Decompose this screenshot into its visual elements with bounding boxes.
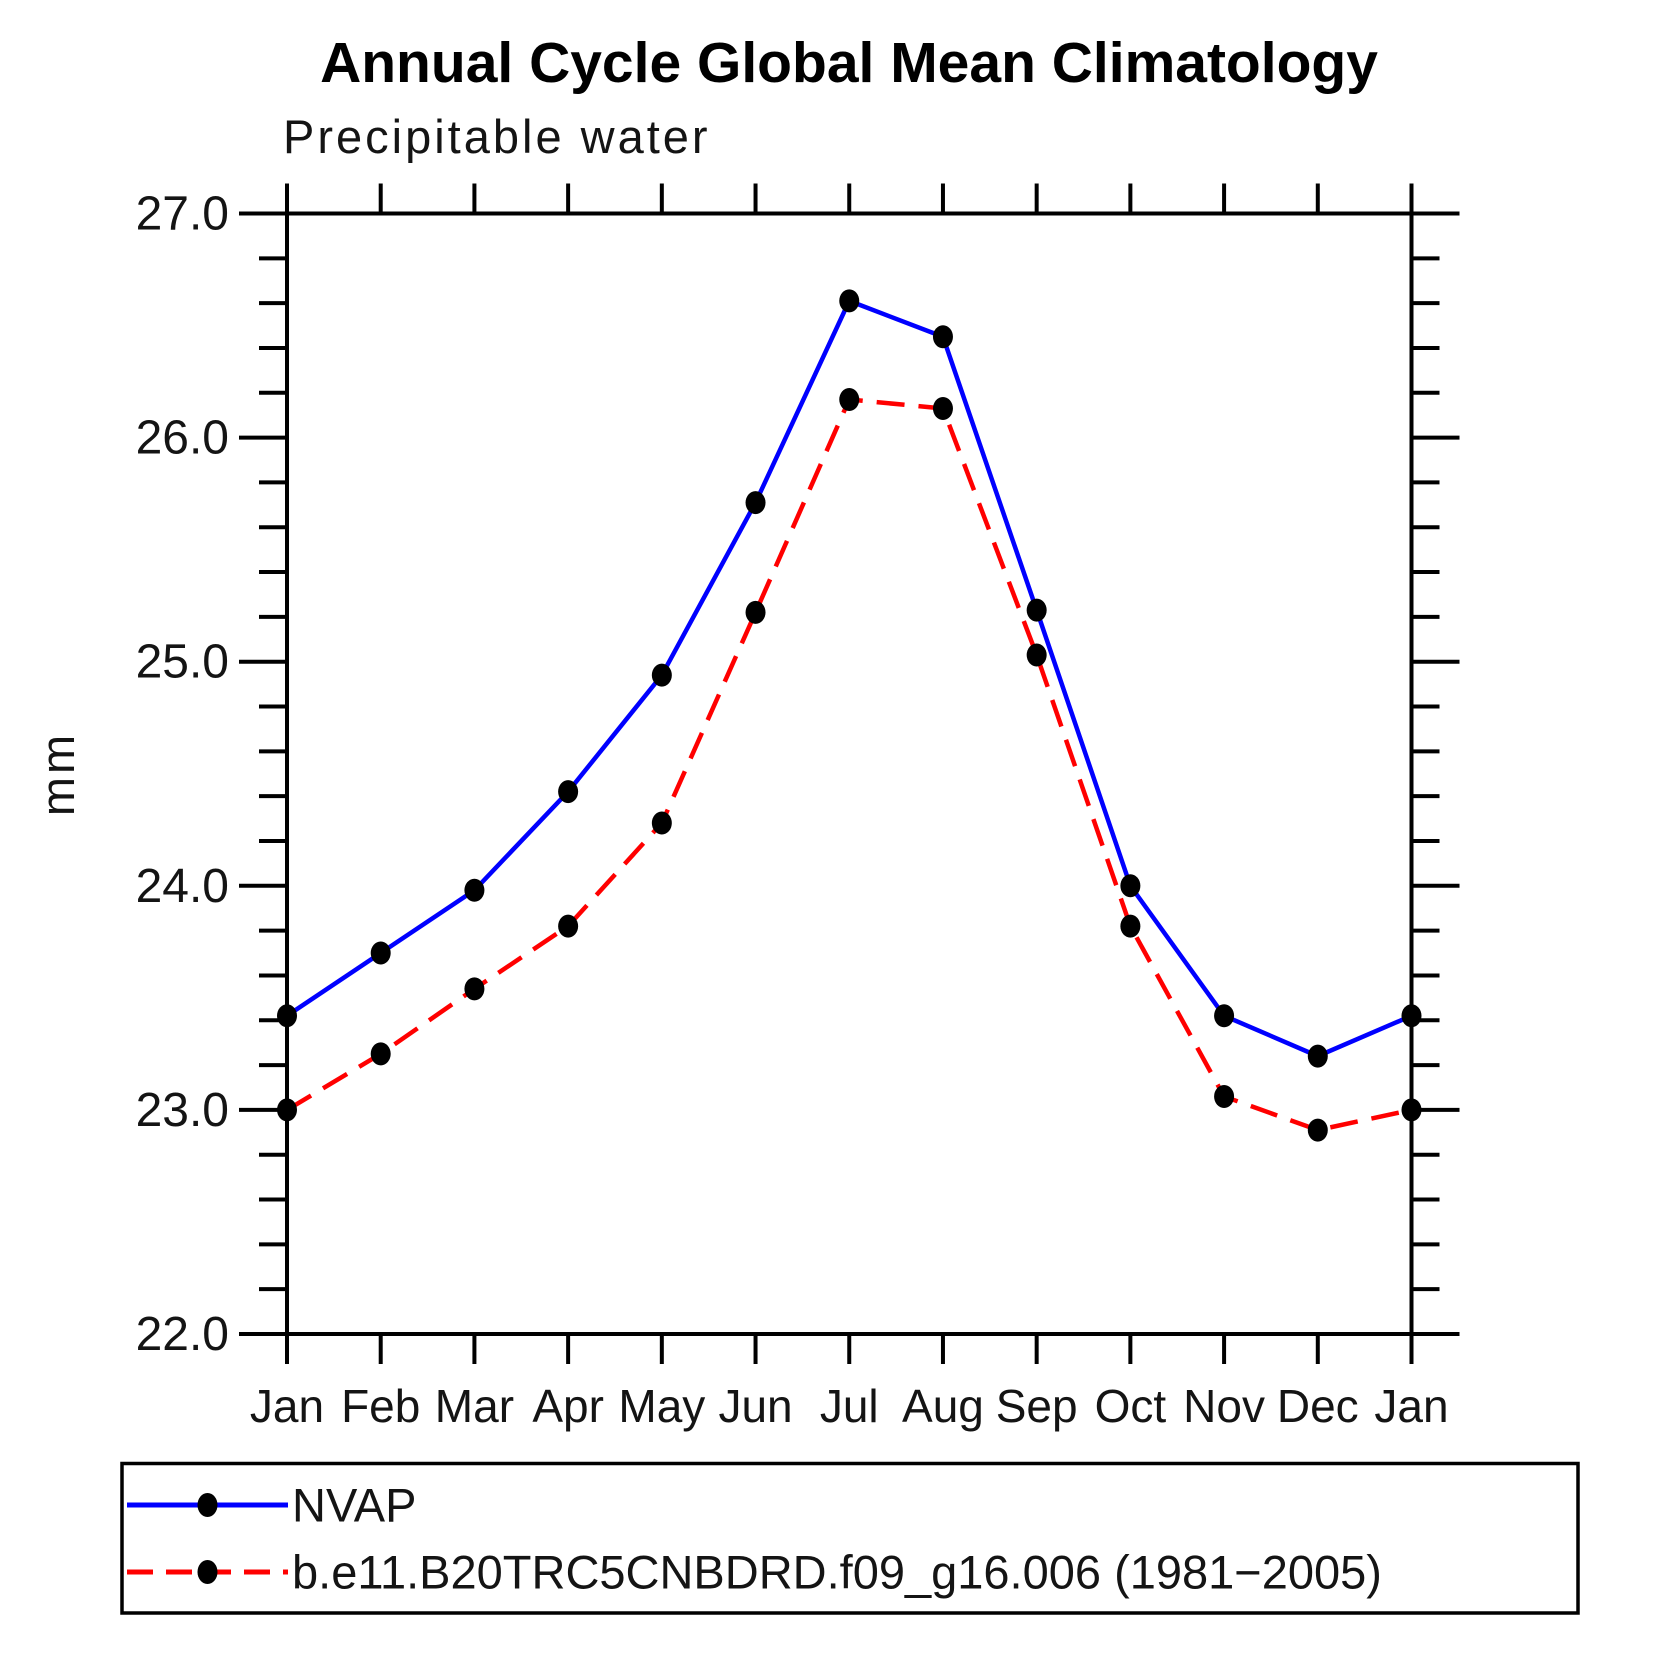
y-tick-label: 25.0 [136,636,229,689]
data-point-marker [1307,1044,1328,1068]
x-tick-label: Feb [341,1380,420,1432]
y-tick-label: 27.0 [136,188,229,241]
legend-item: b.e11.B20TRC5CNBDRD.f09_g16.006 (1981−20… [127,1546,1382,1599]
x-tick-label: Jan [250,1380,324,1432]
y-axis-title: mm [31,732,84,816]
y-tick-label: 22.0 [136,1308,229,1361]
data-point-marker [1401,1004,1422,1028]
data-point-marker [932,396,953,420]
data-point-marker [1026,643,1047,667]
data-point-marker [839,289,860,313]
data-point-marker [1026,598,1047,622]
data-point-marker [932,325,953,349]
x-tick-label: Apr [532,1380,604,1432]
data-point-marker [1307,1118,1328,1142]
legend-item: NVAP [127,1479,417,1532]
data-point-marker [370,1042,391,1066]
data-point-marker [1214,1004,1235,1028]
data-point-marker [558,780,579,804]
data-point-marker [1120,914,1141,938]
legend-label-nvap: NVAP [292,1479,417,1532]
data-point-marker [1401,1098,1422,1122]
y-tick-label: 24.0 [136,860,229,913]
x-tick-label: Oct [1095,1380,1167,1432]
data-point-marker [277,1098,297,1122]
chart-title: Annual Cycle Global Mean Climatology [320,31,1378,95]
data-point-marker [745,491,766,515]
x-tick-label: May [618,1380,705,1432]
data-point-marker [370,941,391,965]
legend-marker-dot [197,1493,218,1517]
y-tick-label: 26.0 [136,412,229,465]
legend-marker-dot [197,1560,218,1584]
x-tick-label: Mar [435,1380,514,1432]
data-point-marker [558,914,579,938]
x-tick-label: Sep [996,1380,1078,1432]
data-point-marker [277,1004,297,1028]
series-layer [277,289,1422,1142]
data-point-marker [651,663,672,687]
x-tick-label: Jul [820,1380,879,1432]
series-line-1 [285,397,1412,1133]
data-point-marker [464,878,485,902]
data-point-marker [839,388,860,412]
plot-border [285,211,1414,1336]
x-tick-label: Aug [902,1380,984,1432]
data-point-marker [464,977,485,1001]
x-tick-label: Jan [1374,1380,1448,1432]
legend: NVAP b.e11.B20TRC5CNBDRD.f09_g16.006 (19… [120,1461,1580,1615]
data-point-marker [745,600,766,624]
y-tick-label: 23.0 [136,1084,229,1137]
chart-subtitle: Precipitable water [283,110,711,163]
data-point-marker [1120,874,1141,898]
x-tick-label: Dec [1277,1380,1359,1432]
series-line-0 [285,298,1413,1059]
legend-label-model: b.e11.B20TRC5CNBDRD.f09_g16.006 (1981−20… [292,1546,1382,1599]
data-point-marker [651,811,672,835]
legend-box [120,1461,1580,1615]
data-point-marker [1214,1084,1235,1108]
x-tick-label: Jun [718,1380,792,1432]
x-tick-label: Nov [1183,1380,1265,1432]
